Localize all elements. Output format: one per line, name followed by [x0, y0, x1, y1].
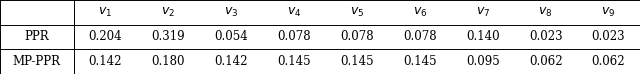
Text: $v_7$: $v_7$ [476, 6, 490, 19]
Text: 0.078: 0.078 [340, 30, 374, 44]
Text: 0.023: 0.023 [529, 30, 563, 44]
Text: 0.062: 0.062 [592, 55, 625, 68]
Text: 0.145: 0.145 [340, 55, 374, 68]
Text: 0.142: 0.142 [214, 55, 248, 68]
Text: 0.145: 0.145 [277, 55, 310, 68]
Text: 0.319: 0.319 [151, 30, 185, 44]
Text: 0.145: 0.145 [403, 55, 436, 68]
Text: 0.023: 0.023 [592, 30, 625, 44]
Text: PPR: PPR [24, 30, 49, 44]
Text: $v_1$: $v_1$ [98, 6, 112, 19]
Text: 0.140: 0.140 [466, 30, 499, 44]
Text: $v_6$: $v_6$ [413, 6, 427, 19]
Text: 0.142: 0.142 [88, 55, 122, 68]
Text: 0.180: 0.180 [151, 55, 185, 68]
Text: 0.062: 0.062 [529, 55, 563, 68]
Text: 0.078: 0.078 [403, 30, 436, 44]
Text: 0.054: 0.054 [214, 30, 248, 44]
Text: 0.204: 0.204 [88, 30, 122, 44]
Text: 0.078: 0.078 [277, 30, 310, 44]
Text: $v_5$: $v_5$ [349, 6, 364, 19]
Text: $v_9$: $v_9$ [602, 6, 616, 19]
Text: $v_4$: $v_4$ [287, 6, 301, 19]
Text: 0.095: 0.095 [466, 55, 500, 68]
Text: $v_2$: $v_2$ [161, 6, 175, 19]
Text: $v_8$: $v_8$ [538, 6, 553, 19]
Text: $v_3$: $v_3$ [224, 6, 238, 19]
Text: MP-PPR: MP-PPR [13, 55, 61, 68]
